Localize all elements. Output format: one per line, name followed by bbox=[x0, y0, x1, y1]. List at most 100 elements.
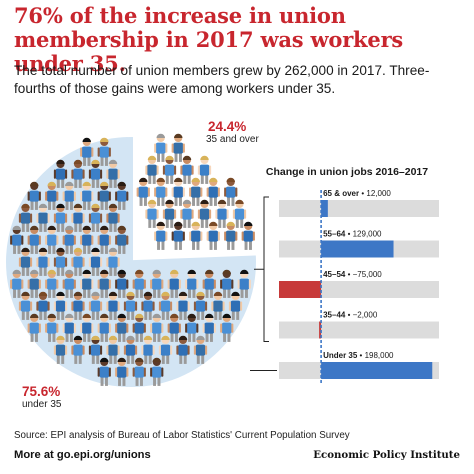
person-figure bbox=[237, 269, 251, 298]
bars bbox=[279, 190, 439, 383]
person-figure bbox=[132, 313, 146, 342]
person-figure bbox=[132, 269, 146, 298]
bar-65-over bbox=[321, 200, 328, 217]
person-figure bbox=[115, 313, 129, 342]
person-figure bbox=[80, 225, 94, 254]
person-figure bbox=[106, 203, 120, 232]
person-figure bbox=[71, 159, 85, 188]
person-figure bbox=[36, 291, 50, 320]
person-figure bbox=[176, 335, 190, 364]
person-figure bbox=[36, 203, 50, 232]
person-figure bbox=[123, 335, 138, 364]
category-label: Under 35 bbox=[323, 351, 358, 360]
person-figure bbox=[193, 335, 208, 364]
person-figure bbox=[88, 247, 103, 276]
bar-under-35 bbox=[321, 362, 433, 379]
person-figure bbox=[232, 199, 247, 228]
person-figure bbox=[27, 225, 41, 254]
person-figure bbox=[150, 313, 164, 342]
person-figure bbox=[150, 357, 164, 386]
bar-45-54 bbox=[279, 281, 322, 298]
person-figure bbox=[145, 155, 159, 184]
person-figure bbox=[53, 335, 68, 364]
person-figure bbox=[141, 335, 155, 364]
person-figure bbox=[80, 313, 94, 342]
person-figure bbox=[88, 159, 103, 188]
person-figure bbox=[180, 199, 194, 228]
category-label: 65 & over bbox=[323, 189, 359, 198]
person-figure bbox=[197, 199, 212, 228]
person-figure bbox=[88, 291, 103, 320]
person-figure bbox=[158, 335, 173, 364]
person-figure bbox=[18, 247, 33, 276]
person-figure bbox=[185, 313, 199, 342]
person-figure bbox=[150, 269, 164, 298]
person-figure bbox=[197, 155, 212, 184]
category-label: 45–54 bbox=[323, 270, 346, 279]
person-figure bbox=[185, 269, 199, 298]
person-figure bbox=[71, 335, 85, 364]
person-figure bbox=[53, 291, 68, 320]
bar-value-label: 55–64 • 129,000 bbox=[323, 230, 382, 239]
person-figure bbox=[189, 177, 203, 206]
more-link[interactable]: More at go.epi.org/unions bbox=[14, 449, 151, 461]
older-workers-label: 35 and over bbox=[206, 134, 259, 145]
younger-workers-label: under 35 bbox=[22, 399, 62, 410]
bar-35-44 bbox=[319, 321, 322, 339]
person-figure bbox=[136, 177, 150, 206]
person-figure bbox=[171, 221, 185, 250]
value-text: • −75,000 bbox=[345, 270, 382, 279]
person-figure bbox=[167, 269, 181, 298]
person-figure bbox=[202, 269, 216, 298]
person-figure bbox=[180, 155, 194, 184]
value-text: • 198,000 bbox=[357, 351, 394, 360]
bar-track bbox=[279, 200, 439, 217]
person-figure bbox=[97, 181, 111, 210]
bar-value-label: Under 35 • 198,000 bbox=[323, 351, 394, 360]
person-figure bbox=[97, 225, 111, 254]
person-figure bbox=[224, 221, 238, 250]
person-figure bbox=[171, 177, 185, 206]
person-figure bbox=[106, 291, 120, 320]
person-figure bbox=[176, 291, 190, 320]
person-figure bbox=[45, 269, 59, 298]
person-figure bbox=[80, 181, 94, 210]
person-figure bbox=[206, 177, 220, 206]
bar-labels: 65 & over • 12,000 55–64 • 129,000 45–54 •… bbox=[323, 189, 394, 360]
person-figure bbox=[141, 291, 155, 320]
people-crowd bbox=[10, 133, 255, 386]
bracket-connector bbox=[250, 196, 277, 371]
person-figure bbox=[241, 221, 255, 250]
value-text: • 12,000 bbox=[359, 189, 391, 198]
person-figure bbox=[10, 269, 24, 298]
person-figure bbox=[220, 269, 234, 298]
person-figure bbox=[97, 269, 111, 298]
person-figure bbox=[27, 181, 41, 210]
chart-title: Change in union jobs 2016–2017 bbox=[266, 166, 428, 178]
person-figure bbox=[202, 313, 216, 342]
person-figure bbox=[154, 177, 168, 206]
person-figure bbox=[154, 133, 168, 162]
brand-logo-text: Economic Policy Institute bbox=[313, 449, 460, 461]
person-figure bbox=[97, 137, 111, 166]
bar-55-64 bbox=[321, 240, 394, 258]
person-figure bbox=[115, 181, 129, 210]
person-figure bbox=[106, 335, 120, 364]
person-figure bbox=[45, 181, 59, 210]
person-figure bbox=[215, 199, 229, 228]
person-figure bbox=[10, 225, 24, 254]
person-figure bbox=[36, 247, 50, 276]
person-figure bbox=[97, 313, 111, 342]
person-figure bbox=[71, 291, 85, 320]
person-figure bbox=[162, 155, 177, 184]
person-figure bbox=[115, 225, 129, 254]
page-subtitle: The total number of union members grew b… bbox=[14, 63, 430, 96]
person-figure bbox=[132, 357, 146, 386]
person-figure bbox=[154, 221, 168, 250]
value-text: • 129,000 bbox=[345, 230, 382, 239]
person-figure bbox=[53, 247, 68, 276]
person-figure bbox=[106, 159, 120, 188]
person-figure bbox=[167, 313, 181, 342]
person-figure bbox=[62, 181, 76, 210]
person-figure bbox=[171, 133, 185, 162]
